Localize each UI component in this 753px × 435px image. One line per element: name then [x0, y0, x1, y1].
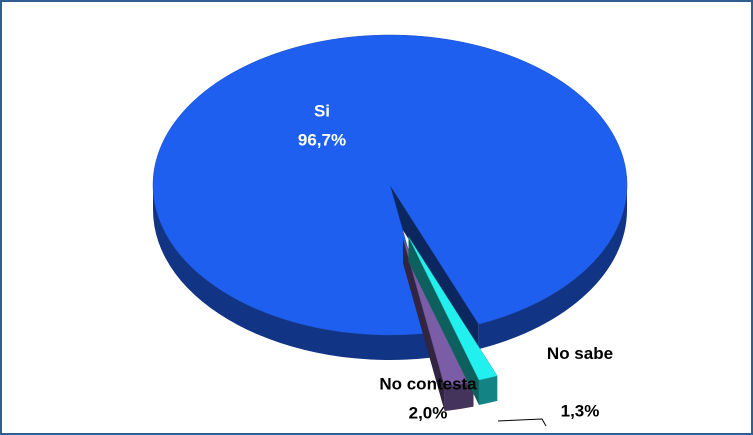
- slice: [408, 236, 498, 381]
- category-label: No contesta: [379, 374, 477, 393]
- slice: [152, 34, 628, 336]
- slice-side: [478, 375, 498, 406]
- slice-side: [390, 185, 479, 350]
- slice-side: [408, 236, 479, 406]
- value-label: 1,3%: [561, 401, 600, 420]
- value-label: 2,0%: [409, 403, 448, 422]
- category-label: Si: [314, 101, 330, 120]
- value-label: 96,7%: [298, 130, 346, 149]
- leader-line: [497, 418, 547, 427]
- slice-side: [152, 185, 432, 360]
- slice-side: [444, 381, 474, 412]
- category-label: No sabe: [546, 344, 614, 363]
- slice-side: [478, 185, 627, 350]
- label-box: No sabe: [546, 344, 614, 363]
- slice-side: [403, 238, 445, 412]
